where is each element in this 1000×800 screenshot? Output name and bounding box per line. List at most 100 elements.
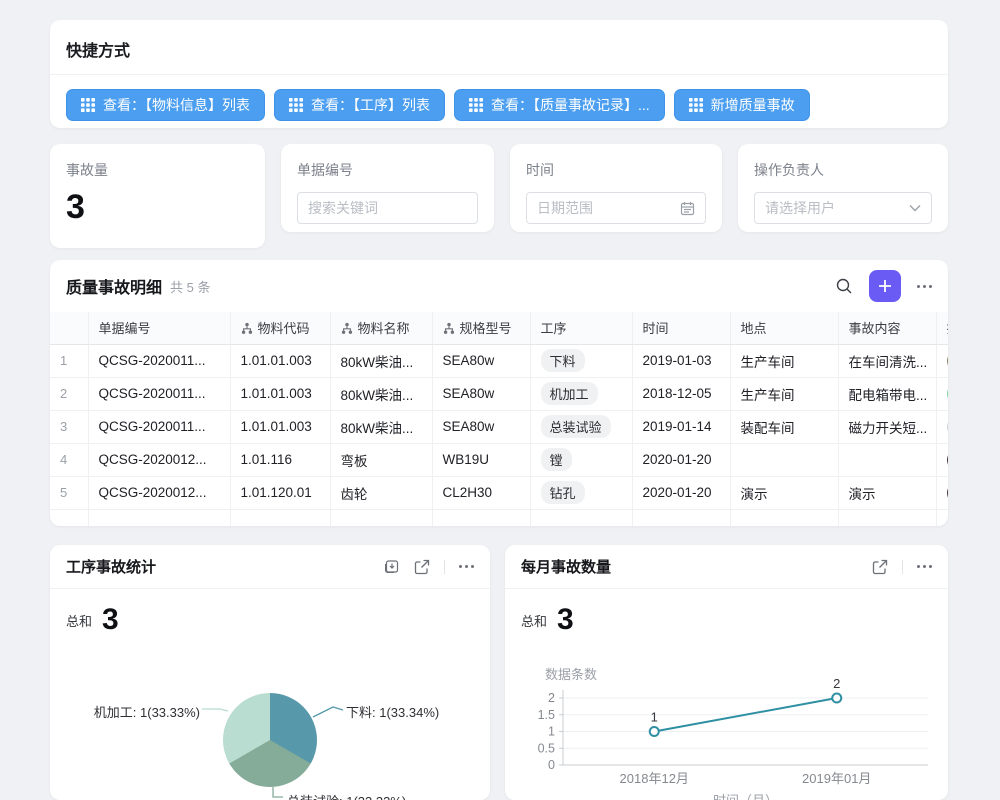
empty-cell — [330, 509, 433, 526]
shortcut-view-process-list-button[interactable]: 查看：【工序】列表 — [274, 89, 445, 121]
table-row[interactable]: 5 QCSG-2020012... 1.01.120.01 齿轮 CL2H30 钻孔 202… — [50, 476, 948, 510]
divider — [50, 74, 948, 75]
y-axis-title: 数据条数 — [545, 667, 597, 682]
time-filter-card: 时间 日期范围 — [510, 144, 722, 232]
content-cell: 磁力开关短... — [838, 410, 937, 444]
operator-cell — [936, 410, 948, 444]
line-card-header: 每月事故数量 — [505, 545, 948, 589]
linked-field-icon — [341, 323, 352, 335]
process-tag: 机加工 — [540, 382, 598, 405]
content-cell: 演示 — [838, 476, 937, 510]
empty-cell — [50, 509, 89, 526]
date-range-input[interactable]: 日期范围 — [526, 192, 706, 224]
chevron-down-icon — [909, 205, 921, 212]
process-tag: 镗 — [540, 448, 572, 471]
doc-number-cell: QCSG-2020011... — [88, 344, 231, 378]
place-cell: 装配车间 — [730, 410, 839, 444]
place-cell: 演示 — [730, 476, 839, 510]
date-cell: 2019-01-03 — [632, 344, 731, 378]
shortcut-button-label: 查看：【工序】列表 — [311, 97, 430, 113]
column-header: 工序 — [530, 312, 633, 345]
date-range-placeholder: 日期范围 — [537, 200, 593, 216]
process-tag: 钻孔 — [540, 481, 585, 504]
table-row[interactable]: 2 QCSG-2020011... 1.01.01.003 80kW柴油... SEA8… — [50, 377, 948, 411]
shortcut-new-incident-button[interactable]: 新增质量事故 — [673, 89, 810, 121]
export-image-button[interactable] — [383, 558, 400, 575]
incident-detail-header: 质量事故明细 共 5 条 — [50, 260, 948, 312]
shortcut-buttons-row: 查看：【物料信息】列表 查看：【工序】列表 查看：【质量事故记录】... 新增质… — [50, 75, 948, 121]
incident-count-label: 事故量 — [66, 162, 108, 178]
pie-label-machining: 机加工: 1(33.33%) — [93, 705, 200, 720]
shortcuts-card: 快捷方式 查看：【物料信息】列表 查看：【工序】列表 查看：【质量事故记录】..… — [50, 20, 948, 128]
pie-card-title: 工序事故统计 — [66, 559, 157, 576]
material-code-cell: 1.01.01.003 — [230, 344, 331, 378]
doc-number-search-input[interactable]: 搜索关键词 — [297, 192, 478, 224]
row-number: 1 — [50, 344, 89, 378]
process-cell: 钻孔 — [530, 476, 633, 510]
operator-cell — [936, 476, 948, 510]
empty-cell — [530, 509, 633, 526]
line-sum-row: 总和 3 — [505, 589, 948, 635]
material-code-cell: 1.01.116 — [230, 443, 331, 477]
column-header: 规格型号 — [432, 312, 531, 345]
open-fullscreen-button[interactable] — [414, 559, 430, 575]
table-row[interactable]: 1 QCSG-2020011... 1.01.01.003 80kW柴油... SEA8… — [50, 344, 948, 378]
avatar — [946, 382, 948, 405]
spec-cell: SEA80w — [432, 377, 531, 411]
empty-cell — [432, 509, 531, 526]
shortcut-view-incident-records-button[interactable]: 查看：【质量事故记录】... — [454, 89, 665, 121]
avatar — [946, 448, 948, 471]
table-header-row: 单据编号物料代码物料名称规格型号工序时间地点事故内容操作人 — [50, 312, 948, 345]
spec-cell: CL2H30 — [432, 476, 531, 510]
external-link-icon — [414, 559, 430, 574]
material-code-cell: 1.01.01.003 — [230, 410, 331, 444]
date-cell: 2020-01-20 — [632, 476, 731, 510]
avatar — [946, 481, 948, 504]
open-fullscreen-button[interactable] — [872, 559, 888, 575]
process-pie-chart[interactable] — [223, 693, 317, 787]
monthly-line-chart[interactable]: 数据条数 0 0.5 1 1.5 2 1 2018年12月 2 2019年01月时间（月） — [505, 653, 948, 800]
incident-count-card: 事故量 3 — [50, 144, 265, 248]
linked-field-icon — [241, 323, 252, 335]
operator-cell — [936, 344, 948, 378]
search-button[interactable] — [835, 277, 853, 295]
more-options-button[interactable] — [459, 565, 474, 568]
spec-cell: WB19U — [432, 443, 531, 477]
data-point[interactable] — [648, 726, 660, 737]
y-tick-label: 1 — [548, 725, 555, 739]
process-cell: 机加工 — [530, 377, 633, 411]
add-record-button[interactable] — [869, 270, 901, 302]
more-options-button[interactable] — [917, 284, 932, 288]
table-row[interactable]: 4 QCSG-2020012... 1.01.116 弯板 WB19U 镗 2020-01-… — [50, 443, 948, 477]
time-label: 时间 — [526, 162, 554, 178]
place-cell: 生产车间 — [730, 344, 839, 378]
empty-cell — [936, 509, 948, 526]
sum-value: 3 — [102, 603, 119, 636]
operator-select[interactable]: 请选择用户 — [754, 192, 932, 224]
material-name-cell: 齿轮 — [330, 476, 433, 510]
table-body: 1 QCSG-2020011... 1.01.01.003 80kW柴油... SEA8… — [50, 344, 948, 526]
sum-value: 3 — [557, 603, 574, 636]
shortcut-button-label: 查看：【物料信息】列表 — [103, 97, 250, 113]
table-row[interactable]: 3 QCSG-2020011... 1.01.01.003 80kW柴油... SEA8… — [50, 410, 948, 444]
empty-cell — [632, 509, 731, 526]
shortcut-button-label: 查看：【质量事故记录】... — [491, 97, 650, 113]
shortcut-view-material-list-button[interactable]: 查看：【物料信息】列表 — [66, 89, 265, 121]
operator-filter-card: 操作负责人 请选择用户 — [738, 144, 948, 232]
place-cell: 生产车间 — [730, 377, 839, 411]
record-count: 共 5 条 — [170, 279, 211, 295]
doc-number-cell: QCSG-2020011... — [88, 377, 231, 411]
sum-label: 总和 — [66, 613, 93, 629]
more-options-button[interactable] — [917, 565, 932, 568]
content-cell: 配电箱带电... — [838, 377, 937, 411]
empty-cell — [230, 509, 331, 526]
column-header: 地点 — [730, 312, 839, 345]
operator-cell — [936, 443, 948, 477]
row-number: 4 — [50, 443, 89, 477]
download-icon — [385, 560, 399, 573]
grid-icon — [81, 98, 95, 112]
material-name-cell: 80kW柴油... — [330, 410, 433, 444]
x-tick-label: 2018年12月 — [620, 771, 689, 786]
data-point[interactable] — [831, 692, 843, 704]
operator-label: 操作负责人 — [754, 162, 824, 178]
